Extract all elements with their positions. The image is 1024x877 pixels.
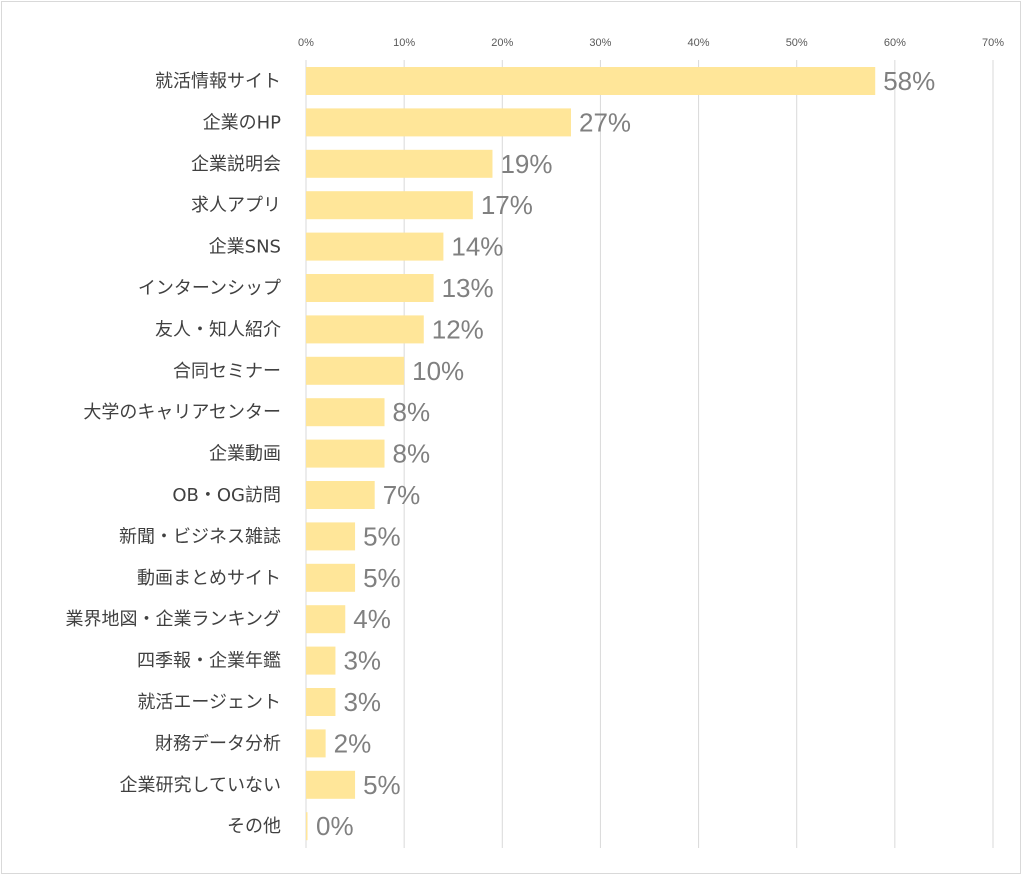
- x-tick-label: 60%: [884, 37, 906, 49]
- category-label: 四季報・企業年鑑: [137, 651, 281, 672]
- x-tick-label: 50%: [786, 37, 808, 49]
- x-tick-label: 0%: [298, 37, 314, 49]
- bar: [306, 356, 405, 385]
- category-label: 友人・知人紹介: [155, 319, 281, 340]
- category-label: その他: [227, 816, 281, 837]
- bar: [306, 191, 473, 220]
- bar: [306, 67, 876, 95]
- bar: [306, 149, 493, 178]
- bar: [306, 481, 375, 509]
- category-label: 合同セミナー: [173, 361, 281, 382]
- data-label: 12%: [432, 314, 484, 344]
- category-label: 企業説明会: [191, 154, 281, 175]
- category-label: 財務データ分析: [155, 733, 281, 754]
- data-label: 8%: [393, 397, 431, 427]
- data-label: 0%: [316, 811, 354, 841]
- bar: [306, 315, 424, 344]
- data-label: 8%: [393, 439, 431, 469]
- category-label: 就活エージェント: [137, 692, 281, 713]
- bars: [306, 67, 876, 841]
- bar: [306, 605, 346, 634]
- bar: [306, 729, 326, 758]
- category-label: 企業研究していない: [120, 775, 281, 796]
- category-label: 企業SNS: [209, 237, 281, 258]
- data-label: 10%: [412, 356, 464, 386]
- data-label: 14%: [451, 232, 503, 262]
- data-label: 5%: [363, 521, 401, 551]
- bar: [306, 646, 336, 675]
- data-label: 5%: [363, 770, 401, 800]
- bar: [306, 522, 356, 551]
- x-axis-ticks: 0% 10% 20% 30% 40% 50% 60% 70%: [298, 37, 1004, 49]
- bar: [306, 688, 336, 716]
- bar: [306, 770, 356, 799]
- category-label: 企業のHP: [203, 112, 282, 133]
- data-label: 5%: [363, 563, 401, 593]
- data-label: 27%: [579, 107, 631, 137]
- x-tick-label: 10%: [393, 37, 415, 49]
- bar: [306, 274, 434, 302]
- category-label: 大学のキャリアセンター: [83, 402, 281, 423]
- category-label: 就活情報サイト: [155, 71, 281, 92]
- category-label: 新聞・ビジネス雑誌: [119, 526, 281, 547]
- category-label: OB・OG訪問: [172, 485, 281, 506]
- data-label: 19%: [500, 149, 552, 179]
- data-label: 4%: [353, 604, 391, 634]
- bar: [306, 108, 571, 137]
- category-label: 企業動画: [209, 444, 281, 465]
- data-labels: 58% 27% 19% 17% 14% 13% 12% 10% 8% 8% 7% 5% 5% 4% 3% 3%…: [316, 66, 935, 841]
- data-label: 2%: [334, 728, 372, 758]
- data-label: 3%: [343, 646, 381, 676]
- bar: [306, 563, 356, 592]
- data-label: 7%: [383, 480, 421, 510]
- x-tick-label: 40%: [688, 37, 710, 49]
- data-label: 13%: [442, 273, 494, 303]
- bar: [306, 439, 385, 468]
- category-label: インターンシップ: [138, 278, 281, 299]
- data-label: 3%: [343, 687, 381, 717]
- x-tick-label: 30%: [589, 37, 611, 49]
- data-label: 17%: [481, 190, 533, 220]
- category-label: 業界地図・企業ランキング: [66, 609, 281, 630]
- bar: [306, 398, 385, 427]
- x-tick-label: 20%: [491, 37, 513, 49]
- data-label: 58%: [883, 66, 935, 96]
- category-label: 求人アプリ: [191, 195, 281, 216]
- bar: [306, 232, 444, 261]
- category-label: 動画まとめサイト: [137, 568, 281, 589]
- bar: [306, 812, 308, 841]
- x-tick-label: 70%: [982, 37, 1004, 49]
